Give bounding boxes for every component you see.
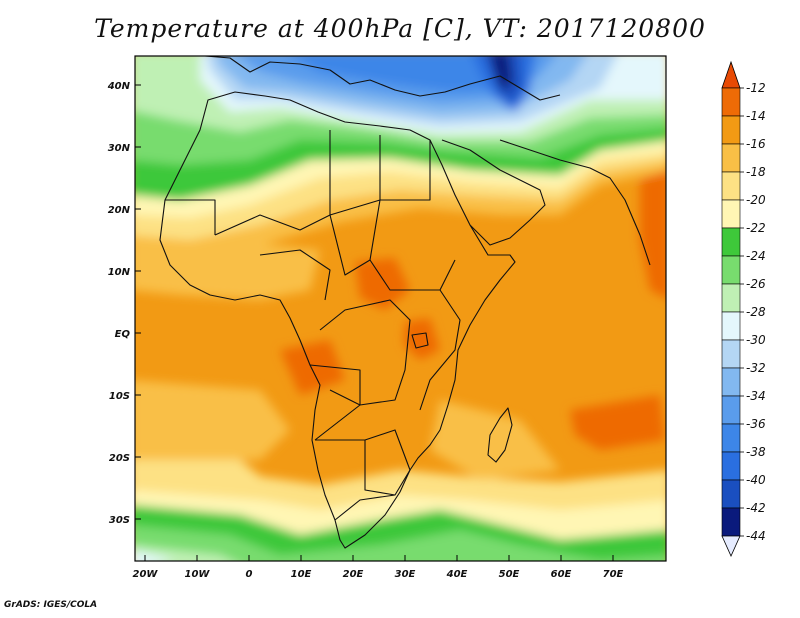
border-egypt	[380, 140, 431, 201]
chart-title: Temperature at 400hPa [C], VT: 201712080…	[94, 14, 706, 43]
colorbar-swatch	[721, 283, 741, 313]
lat-label: 10S	[109, 391, 130, 402]
colorbar-swatch	[721, 395, 741, 425]
colorbar-label: -44	[746, 529, 766, 543]
lat-label: 20N	[108, 205, 131, 216]
colorbar-swatch	[721, 479, 741, 509]
lon-label: 60E	[551, 569, 572, 580]
lon-label: 10E	[291, 569, 312, 580]
colorbar-swatch	[721, 143, 741, 173]
lon-label: 10W	[185, 569, 211, 580]
colorbar-top-arrow	[721, 60, 741, 89]
lon-label: 20W	[133, 569, 159, 580]
persia-coast	[499, 139, 651, 266]
lon-label: 20E	[343, 569, 364, 580]
colorbar-label: -42	[746, 501, 766, 515]
arabia-coast	[441, 139, 546, 246]
colorbar-swatch	[721, 199, 741, 229]
colorbar-swatch	[721, 311, 741, 341]
colorbar-label: -18	[746, 165, 766, 179]
colorbar-swatch	[721, 339, 741, 369]
colorbar-swatch	[721, 227, 741, 257]
africa-coastline	[159, 91, 516, 549]
lat-label: EQ	[115, 329, 131, 340]
latitude-axis: 40N 30N 20N 10N EQ 10S 20S 30S	[107, 81, 141, 526]
colorbar-swatch	[721, 367, 741, 397]
border-libya	[329, 130, 381, 216]
border-east	[419, 289, 461, 411]
colorbar: -12 -14 -16 -18 -20 -22 -24 -26 -28 -30 -32 -34 -36 -…	[721, 60, 766, 557]
colorbar-swatch	[721, 507, 741, 537]
lon-label: 40E	[446, 569, 468, 580]
coastlines	[159, 56, 651, 549]
great-lakes-warm	[404, 318, 440, 360]
border-west-sahara	[165, 199, 216, 235]
colorbar-bottom-arrow	[721, 535, 741, 557]
colorbar-label: -22	[746, 221, 766, 235]
east-warm-patch	[640, 171, 666, 298]
band-minus44	[490, 56, 512, 92]
lon-label: 30E	[395, 569, 416, 580]
south-band-3	[135, 505, 666, 561]
border-sudan	[369, 199, 456, 291]
lat-label: 30N	[108, 143, 131, 154]
colorbar-swatch	[721, 423, 741, 453]
colorbar-swatch	[721, 451, 741, 481]
border-mali	[214, 214, 331, 236]
colorbar-label: -34	[746, 389, 766, 403]
colorbar-label: -24	[746, 249, 766, 263]
europe-coast	[204, 56, 561, 101]
lon-label: 50E	[499, 569, 520, 580]
colorbar-label: -26	[746, 277, 766, 291]
colorbar-swatch	[721, 255, 741, 285]
border-botswana	[364, 440, 396, 496]
lon-label: 70E	[603, 569, 624, 580]
madagascar	[487, 407, 513, 463]
plot-frame	[134, 55, 667, 562]
colorbar-label: -20	[746, 193, 766, 207]
lat-label: 10N	[108, 267, 131, 278]
mozambique-lighter	[430, 400, 560, 480]
colorbar-label: -36	[746, 417, 766, 431]
central-warm-patch	[355, 258, 410, 310]
colorbar-label: -12	[746, 81, 766, 95]
lake-victoria	[411, 332, 429, 349]
colorbar-label: -30	[746, 333, 766, 347]
lat-label: 30S	[109, 515, 130, 526]
lat-label: 20S	[109, 453, 130, 464]
lon-label: 0	[246, 569, 253, 580]
longitude-axis: 20W 10W 0 10E 20E 30E 40E 50E 60E 70E	[133, 555, 624, 580]
colorbar-label: -14	[746, 109, 766, 123]
colorbar-label: -28	[746, 305, 766, 319]
colorbar-label: -38	[746, 445, 766, 459]
colorbar-swatch	[721, 115, 741, 145]
border-angola	[309, 364, 361, 441]
south-band-4	[135, 525, 666, 561]
border-drc	[319, 299, 411, 406]
border-nigeria	[259, 249, 331, 301]
west-africa-lighter	[135, 240, 320, 300]
colorbar-label: -16	[746, 137, 766, 151]
colorbar-label: -40	[746, 473, 766, 487]
colorbar-label: -32	[746, 361, 766, 375]
angola-warm	[280, 340, 345, 395]
indian-ocean-warm	[570, 395, 665, 450]
colorbar-swatch	[721, 171, 741, 201]
south-atlantic-lighter	[135, 380, 290, 460]
colorbar-swatch	[721, 87, 741, 117]
grads-credit: GrADS: IGES/COLA	[4, 600, 98, 610]
border-chad	[329, 214, 371, 276]
lat-label: 40N	[107, 81, 131, 92]
